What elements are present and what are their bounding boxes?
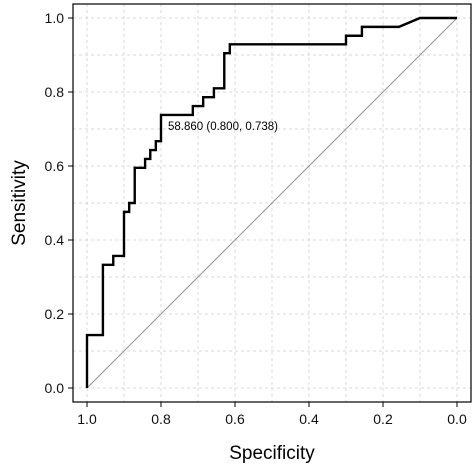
plot-frame <box>72 3 472 403</box>
x-tick-label: 0.2 <box>373 411 393 427</box>
x-tick-label: 0.6 <box>225 411 245 427</box>
diagonal-line <box>86 17 458 389</box>
x-tick-label: 0.8 <box>151 411 171 427</box>
x-tick-label: 0.4 <box>299 411 319 427</box>
x-axis-title: Specificity <box>229 443 315 464</box>
roc-curve-line <box>85 16 457 388</box>
y-tick-label: 0.8 <box>45 84 65 100</box>
cutoff-annotation: 58.860 (0.800, 0.738) <box>168 121 278 133</box>
x-tick-label: 0.0 <box>447 411 467 427</box>
y-tick-label: 0.6 <box>45 158 65 174</box>
y-tick-label: 0.0 <box>45 380 65 396</box>
x-axis-ticks: 1.0 0.8 0.6 0.4 0.2 0.0 <box>77 402 467 427</box>
y-axis-title: Sensitivity <box>9 160 30 246</box>
reference-diagonal <box>86 17 458 389</box>
y-axis-ticks: 0.0 0.2 0.4 0.6 0.8 1.0 <box>45 10 73 396</box>
y-tick-label: 0.4 <box>45 232 65 248</box>
roc-curve <box>85 16 457 388</box>
y-tick-label: 0.2 <box>45 306 65 322</box>
y-tick-label: 1.0 <box>45 10 65 26</box>
annotations: 58.860 (0.800, 0.738) <box>168 121 278 133</box>
x-tick-label: 1.0 <box>77 411 97 427</box>
grid-lines <box>73 4 471 402</box>
